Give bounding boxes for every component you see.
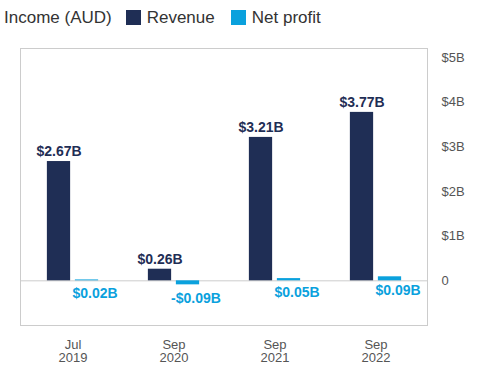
svg-text:$0.05B: $0.05B xyxy=(274,284,319,300)
svg-text:$2B: $2B xyxy=(442,184,465,199)
svg-text:Sep2020: Sep2020 xyxy=(160,337,189,365)
svg-text:Sep2021: Sep2021 xyxy=(261,337,290,365)
html-text:Income (AUD): Income (AUD) xyxy=(4,7,112,27)
svg-text:Jul2019: Jul2019 xyxy=(59,337,88,365)
svg-text:Sep2022: Sep2022 xyxy=(362,337,391,365)
svg-text:$5B: $5B xyxy=(442,50,465,65)
svg-text:$3B: $3B xyxy=(442,139,465,154)
svg-text:$0.26B: $0.26B xyxy=(137,251,182,267)
svg-text:$4B: $4B xyxy=(442,94,465,109)
svg-text:$3.77B: $3.77B xyxy=(339,94,384,110)
svg-text:$3.21B: $3.21B xyxy=(238,119,283,135)
html-text:Net profit: Net profit xyxy=(251,7,321,27)
svg-text:-$0.09B: -$0.09B xyxy=(171,290,221,306)
svg-text:$1B: $1B xyxy=(442,228,465,243)
html-text:Revenue: Revenue xyxy=(146,7,215,27)
svg-text:$0.09B: $0.09B xyxy=(375,282,420,298)
svg-text:$2.67B: $2.67B xyxy=(36,143,81,159)
svg-text:$0.02B: $0.02B xyxy=(72,285,117,301)
svg-text:0: 0 xyxy=(442,273,449,288)
